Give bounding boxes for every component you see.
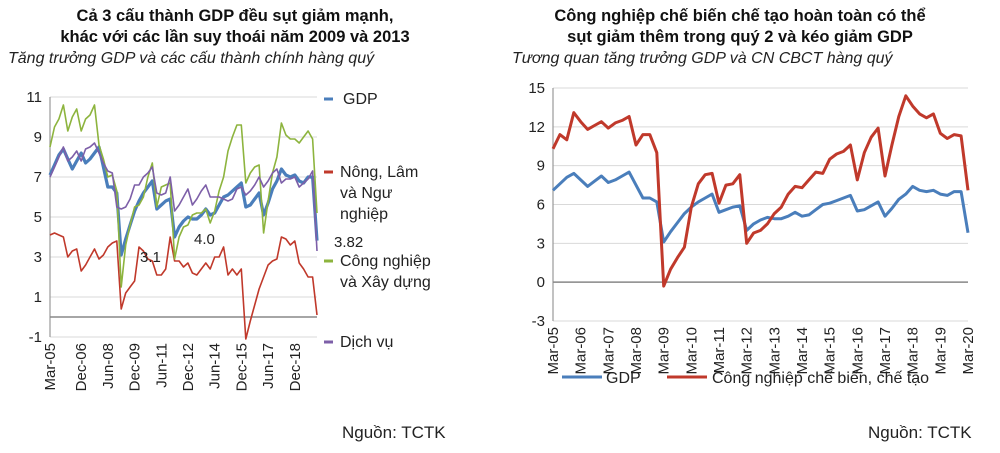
- annotation-3-82: 3.82: [334, 234, 363, 251]
- left-chart-subtitle: Tăng trưởng GDP và các cấu thành chính h…: [8, 50, 375, 67]
- right-x-tick-label: Mar-15: [822, 327, 839, 375]
- left-title-line-1: Cả 3 cấu thành GDP đều sụt giảm mạnh,: [76, 7, 394, 25]
- left-x-tick-label: Dec-15: [233, 343, 250, 391]
- right-x-tick-label: Mar-20: [960, 327, 977, 375]
- legend-label-1: và Ngư: [340, 185, 393, 202]
- left-y-tick-label: -1: [29, 329, 42, 346]
- left-y-tick-label: 9: [34, 129, 42, 146]
- legend-label-1: Nông, Lâm: [340, 164, 418, 181]
- left-x-tick-label: Dec-06: [73, 343, 90, 391]
- legend-label-3: Dịch vụ: [340, 334, 393, 351]
- left-x-tick-label: Jun-17: [260, 343, 277, 389]
- legend-label-manufacturing: Công nghiệp chế biến, chế tạo: [712, 370, 929, 387]
- left-chart-title: Cả 3 cấu thành GDP đều sụt giảm mạnh, kh…: [0, 6, 470, 48]
- legend-label-1: nghiệp: [340, 206, 388, 223]
- right-x-tick-label: Mar-19: [932, 327, 949, 375]
- left-x-tick-label: Mar-05: [42, 343, 59, 391]
- annotation-3-1: 3.1: [140, 249, 161, 266]
- right-x-tick-label: Mar-07: [600, 327, 617, 375]
- left-y-tick-label: 7: [34, 169, 42, 186]
- right-x-tick-label: Mar-11: [711, 327, 728, 373]
- left-y-tick-label: 1: [34, 289, 42, 306]
- right-chart-title: Công nghiệp chế biến chế tạo hoàn toàn c…: [500, 6, 980, 48]
- right-x-tick-label: Mar-14: [794, 327, 811, 375]
- right-chart-source: Nguồn: TCTK: [868, 423, 972, 442]
- right-x-tick-label: Mar-18: [905, 327, 922, 375]
- left-series-line-n-ng-l-m-v-ng-nghi-p: [49, 232, 318, 340]
- left-chart-source: Nguồn: TCTK: [342, 423, 446, 442]
- left-y-tick-label: 5: [34, 209, 42, 226]
- left-series-line-gdp: [48, 145, 319, 257]
- left-x-tick-label: Dec-09: [127, 343, 144, 391]
- right-series-line-gdp: [551, 170, 970, 244]
- right-y-tick-label: 3: [537, 235, 545, 252]
- left-x-tick-label: Jun-11: [153, 343, 170, 388]
- left-x-tick-label: Jun-08: [100, 343, 117, 389]
- left-x-tick-label: Jun-14: [207, 343, 224, 389]
- annotation-4-0: 4.0: [194, 231, 215, 248]
- right-title-line-2: sụt giảm thêm trong quý 2 và kéo giảm GD…: [567, 28, 913, 46]
- right-x-tick-label: Mar-09: [656, 327, 673, 375]
- legend-label-2: Công nghiệp: [340, 253, 431, 270]
- legend-label-2: và Xây dựng: [340, 274, 431, 291]
- right-series-line-c-ng-nghi-p-ch-bi-n-ch-t-o: [551, 94, 970, 288]
- right-y-tick-label: 9: [537, 158, 545, 175]
- right-y-tick-label: 0: [537, 274, 545, 291]
- right-x-tick-label: Mar-10: [683, 327, 700, 375]
- right-chart-subtitle: Tương quan tăng trưởng GDP và CN CBCT hà…: [512, 50, 893, 67]
- right-x-tick-label: Mar-05: [545, 327, 562, 375]
- left-y-tick-label: 3: [34, 249, 42, 266]
- right-title-line-1: Công nghiệp chế biến chế tạo hoàn toàn c…: [554, 7, 926, 25]
- right-y-tick-label: 15: [528, 80, 545, 97]
- legend-label-0: GDP: [343, 91, 378, 108]
- legend-label-gdp: GDP: [606, 370, 641, 387]
- right-x-tick-label: Mar-13: [766, 327, 783, 375]
- right-y-tick-label: 12: [528, 119, 545, 136]
- right-x-tick-label: Mar-16: [849, 327, 866, 375]
- right-x-tick-label: Mar-06: [573, 327, 590, 375]
- left-y-tick-label: 11: [26, 89, 42, 106]
- right-x-tick-label: Mar-17: [877, 327, 894, 375]
- left-title-line-2: khác với các lần suy thoái năm 2009 và 2…: [60, 28, 410, 46]
- right-x-tick-label: Mar-12: [739, 327, 756, 375]
- right-x-tick-label: Mar-08: [628, 327, 645, 375]
- left-x-tick-label: Dec-12: [180, 343, 197, 391]
- left-series-line-d-ch-v-: [49, 142, 318, 252]
- right-y-tick-label: 6: [537, 197, 545, 214]
- right-y-tick-label: -3: [532, 313, 545, 330]
- left-x-tick-label: Dec-18: [287, 343, 304, 391]
